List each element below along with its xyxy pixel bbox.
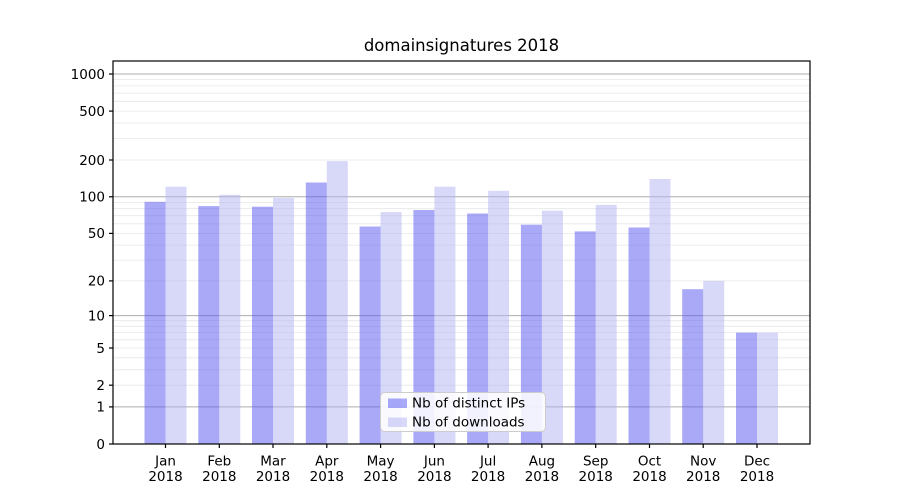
y-tick-label: 100 (79, 190, 105, 206)
bar-distinct-ips (682, 289, 704, 444)
bar-distinct-ips (413, 210, 435, 444)
bar-downloads (488, 190, 510, 444)
bar-distinct-ips (736, 332, 757, 444)
legend-box (380, 392, 546, 432)
legend-label-downloads: Nb of downloads (412, 415, 525, 431)
x-tick-label: 2018 (632, 469, 666, 485)
x-tick-label: Jun (423, 454, 445, 470)
x-tick-label: 2018 (417, 469, 451, 485)
x-tick-label: Jan (154, 454, 176, 470)
bar-downloads (380, 212, 402, 444)
y-tick-label: 50 (88, 226, 105, 242)
y-tick-label: 500 (79, 104, 105, 120)
axis-layer: 01251020501002005001000Jan2018Feb2018Mar… (71, 67, 775, 485)
y-tick-label: 10 (88, 308, 105, 324)
bar-distinct-ips (198, 206, 220, 444)
bar-downloads (434, 186, 456, 444)
legend-swatch-downloads (388, 417, 407, 427)
legend-label-ips: Nb of distinct IPs (412, 396, 525, 412)
x-tick-label: 2018 (471, 469, 505, 485)
x-tick-label: 2018 (525, 469, 559, 485)
x-tick-label: Jul (479, 454, 496, 470)
x-tick-label: Aug (529, 454, 555, 470)
x-tick-label: Oct (638, 454, 661, 470)
x-tick-label: 2018 (310, 469, 344, 485)
y-tick-label: 20 (88, 274, 105, 290)
y-tick-label: 2 (96, 378, 105, 394)
bar-distinct-ips (467, 213, 489, 444)
y-tick-label: 200 (79, 153, 105, 169)
bar-downloads (703, 280, 725, 444)
bar-distinct-ips (574, 231, 596, 444)
bar-distinct-ips (359, 226, 381, 444)
bar-distinct-ips (305, 182, 327, 444)
bar-distinct-ips (144, 201, 166, 444)
plot-border (112, 60, 811, 445)
y-tick-label: 1000 (71, 67, 105, 83)
x-tick-label: 2018 (686, 469, 720, 485)
x-tick-label: Dec (744, 454, 770, 470)
bar-downloads (757, 332, 778, 444)
chart-title: domainsignatures 2018 (364, 36, 559, 55)
x-tick-label: 2018 (740, 469, 774, 485)
legend-swatch-ips (388, 398, 407, 408)
x-tick-label: 2018 (579, 469, 613, 485)
x-tick-label: Feb (207, 454, 231, 470)
x-tick-label: Sep (583, 454, 608, 470)
bar-downloads (595, 204, 617, 444)
bar-downloads (541, 210, 563, 444)
x-tick-label: 2018 (256, 469, 290, 485)
y-tick-label: 0 (96, 437, 105, 453)
x-tick-label: Nov (690, 454, 716, 470)
bars-layer (144, 161, 778, 444)
bar-downloads (326, 161, 348, 444)
x-tick-label: 2018 (202, 469, 236, 485)
bar-distinct-ips (520, 224, 542, 444)
bar-downloads (649, 179, 671, 444)
x-tick-label: Mar (260, 454, 286, 470)
legend: Nb of distinct IPs Nb of downloads (380, 392, 546, 432)
x-tick-label: 2018 (363, 469, 397, 485)
y-tick-label: 5 (96, 341, 105, 357)
bar-distinct-ips (628, 227, 650, 444)
x-tick-label: May (367, 454, 395, 470)
x-tick-label: Apr (315, 454, 339, 470)
bar-downloads (273, 197, 294, 444)
bar-downloads (165, 186, 187, 444)
bar-downloads (219, 194, 241, 444)
y-tick-label: 1 (96, 400, 105, 416)
x-tick-label: 2018 (148, 469, 182, 485)
bar-distinct-ips (252, 206, 273, 444)
